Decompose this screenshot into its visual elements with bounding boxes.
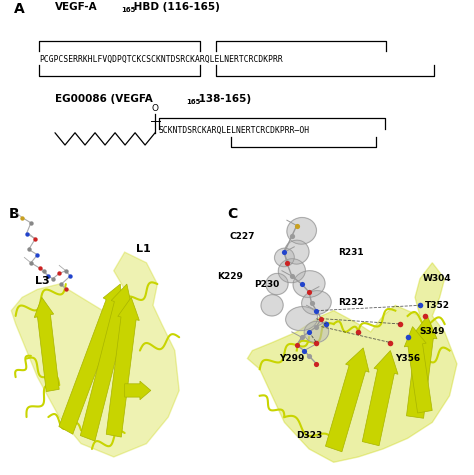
- Text: VEGF-A: VEGF-A: [55, 2, 98, 12]
- FancyArrow shape: [106, 297, 139, 437]
- Point: [18, 214, 26, 221]
- Point: [421, 312, 428, 320]
- Text: L1: L1: [136, 244, 150, 254]
- Point: [404, 333, 411, 341]
- Point: [58, 280, 65, 288]
- Point: [27, 259, 35, 266]
- Text: T352: T352: [425, 301, 450, 310]
- Text: R232: R232: [338, 298, 364, 307]
- Point: [322, 320, 330, 328]
- Text: S349: S349: [419, 327, 445, 336]
- Point: [288, 232, 296, 240]
- Point: [305, 328, 313, 336]
- Point: [396, 320, 404, 328]
- Point: [305, 352, 313, 360]
- Ellipse shape: [301, 291, 331, 314]
- Text: D323: D323: [296, 431, 322, 440]
- FancyArrow shape: [80, 284, 132, 441]
- Point: [62, 285, 70, 293]
- Polygon shape: [247, 263, 457, 462]
- Polygon shape: [11, 252, 179, 457]
- FancyArrow shape: [404, 327, 432, 413]
- FancyArrow shape: [326, 348, 369, 452]
- Point: [313, 323, 320, 331]
- Text: 165: 165: [121, 7, 136, 13]
- Point: [293, 342, 301, 349]
- Point: [27, 219, 35, 227]
- Point: [298, 280, 305, 288]
- Point: [25, 246, 33, 253]
- Text: Y356: Y356: [395, 354, 420, 363]
- Text: L3: L3: [35, 276, 50, 286]
- Text: A: A: [14, 2, 25, 16]
- Point: [305, 288, 313, 296]
- Ellipse shape: [261, 294, 283, 316]
- Point: [283, 259, 291, 266]
- Ellipse shape: [286, 306, 318, 331]
- FancyArrow shape: [125, 381, 151, 400]
- Ellipse shape: [304, 321, 329, 342]
- Point: [293, 222, 301, 229]
- Point: [298, 333, 305, 341]
- Point: [40, 267, 48, 275]
- Point: [288, 272, 296, 280]
- Ellipse shape: [278, 259, 305, 283]
- Ellipse shape: [293, 271, 325, 297]
- Text: R231: R231: [338, 247, 364, 257]
- Point: [49, 275, 56, 283]
- Text: PCGPCSERRKHLFVQDPQTCKCSCKNTDSRCKARQLELNERTCRCDKPRR: PCGPCSERRKHLFVQDPQTCKCSCKNTDSRCKARQLELNE…: [39, 55, 283, 64]
- Point: [308, 299, 315, 306]
- Point: [313, 307, 320, 314]
- Point: [66, 272, 74, 280]
- Ellipse shape: [284, 240, 309, 264]
- Text: SCKNTDSRCKARQLELNERTCRCDKPRR–OH: SCKNTDSRCKARQLELNERTCRCDKPRR–OH: [159, 126, 310, 135]
- Text: Y299: Y299: [279, 354, 304, 363]
- FancyArrow shape: [362, 351, 398, 446]
- Text: W304: W304: [423, 274, 452, 283]
- Point: [62, 267, 70, 275]
- FancyArrow shape: [407, 316, 437, 418]
- Text: EG00086 (VEGFA: EG00086 (VEGFA: [55, 94, 153, 104]
- FancyArrow shape: [34, 297, 59, 391]
- Point: [387, 339, 394, 346]
- Text: O: O: [152, 104, 159, 114]
- Point: [313, 360, 320, 368]
- Text: C227: C227: [230, 232, 255, 241]
- Text: P230: P230: [255, 280, 280, 288]
- Point: [23, 230, 30, 238]
- Point: [318, 315, 325, 323]
- Point: [416, 302, 424, 309]
- Ellipse shape: [287, 218, 317, 244]
- FancyArrow shape: [59, 284, 123, 434]
- Point: [34, 251, 41, 258]
- Text: C: C: [228, 207, 238, 221]
- Text: 138-165): 138-165): [195, 94, 251, 104]
- Point: [281, 248, 288, 256]
- Point: [313, 339, 320, 346]
- Point: [36, 264, 44, 272]
- Text: HBD (116-165): HBD (116-165): [130, 2, 220, 12]
- Ellipse shape: [266, 274, 288, 294]
- Point: [45, 272, 52, 280]
- Point: [355, 328, 362, 336]
- Text: 165: 165: [186, 99, 201, 105]
- Point: [55, 270, 63, 277]
- Text: K229: K229: [217, 272, 243, 281]
- Point: [31, 235, 39, 243]
- Ellipse shape: [274, 248, 294, 267]
- Point: [301, 347, 308, 354]
- Text: B: B: [9, 207, 20, 221]
